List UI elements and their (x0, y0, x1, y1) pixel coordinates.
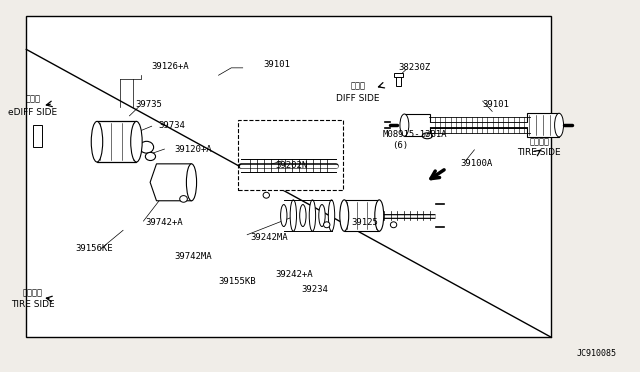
Text: 39101: 39101 (483, 100, 509, 109)
Text: 39126+A: 39126+A (152, 61, 189, 71)
Ellipse shape (555, 113, 563, 137)
Text: タイヤ側: タイヤ側 (22, 289, 43, 298)
Ellipse shape (280, 205, 287, 227)
Ellipse shape (145, 153, 156, 161)
Text: 39734: 39734 (158, 121, 185, 129)
Bar (26, 16, 552, 337)
Ellipse shape (263, 192, 269, 198)
Bar (33, 125, 42, 147)
Ellipse shape (186, 164, 196, 201)
Ellipse shape (319, 205, 325, 227)
Ellipse shape (300, 205, 306, 227)
Ellipse shape (390, 222, 397, 228)
Text: デフ側: デフ側 (25, 95, 40, 104)
Text: デフ側: デフ側 (351, 82, 366, 91)
Text: 39242+A: 39242+A (276, 270, 314, 279)
Ellipse shape (340, 200, 349, 231)
Bar (394, 73, 403, 77)
Text: 39202N: 39202N (276, 161, 308, 170)
Ellipse shape (309, 200, 316, 231)
Bar (396, 75, 401, 86)
Circle shape (422, 133, 433, 139)
Ellipse shape (400, 114, 409, 136)
Text: 39234: 39234 (301, 285, 328, 294)
Ellipse shape (131, 121, 142, 162)
Text: 39155KB: 39155KB (218, 278, 256, 286)
Ellipse shape (92, 121, 102, 162)
Text: 39101: 39101 (263, 60, 290, 69)
Text: M08915-13B1A: M08915-13B1A (383, 130, 447, 139)
Ellipse shape (290, 200, 296, 231)
Ellipse shape (375, 200, 384, 231)
Text: 39735: 39735 (136, 100, 163, 109)
Bar (237, 119, 342, 190)
Ellipse shape (328, 200, 335, 231)
Text: TIRE SIDE: TIRE SIDE (517, 148, 561, 157)
Text: 39742MA: 39742MA (174, 251, 212, 261)
Text: JC910085: JC910085 (577, 349, 616, 358)
Bar (97, 121, 136, 162)
Polygon shape (150, 164, 191, 201)
Text: 39120+A: 39120+A (174, 145, 212, 154)
Bar (344, 200, 380, 231)
Text: DIFF SIDE: DIFF SIDE (335, 94, 379, 103)
Text: eDIFF SIDE: eDIFF SIDE (8, 108, 57, 117)
Ellipse shape (180, 196, 188, 202)
Bar (404, 114, 430, 136)
Text: 39100A: 39100A (460, 159, 493, 169)
Text: (6): (6) (392, 141, 408, 150)
Text: 39125: 39125 (351, 218, 378, 227)
Text: TIRE SIDE: TIRE SIDE (11, 300, 54, 310)
Bar (527, 113, 559, 137)
Text: 38230Z: 38230Z (398, 63, 430, 72)
Text: 39742+A: 39742+A (145, 218, 183, 227)
Ellipse shape (140, 141, 154, 153)
Text: 39242MA: 39242MA (250, 233, 288, 242)
Text: タイヤ側: タイヤ側 (530, 137, 550, 146)
Text: 39156KE: 39156KE (76, 244, 113, 253)
Ellipse shape (324, 222, 330, 228)
Text: M: M (424, 133, 428, 138)
